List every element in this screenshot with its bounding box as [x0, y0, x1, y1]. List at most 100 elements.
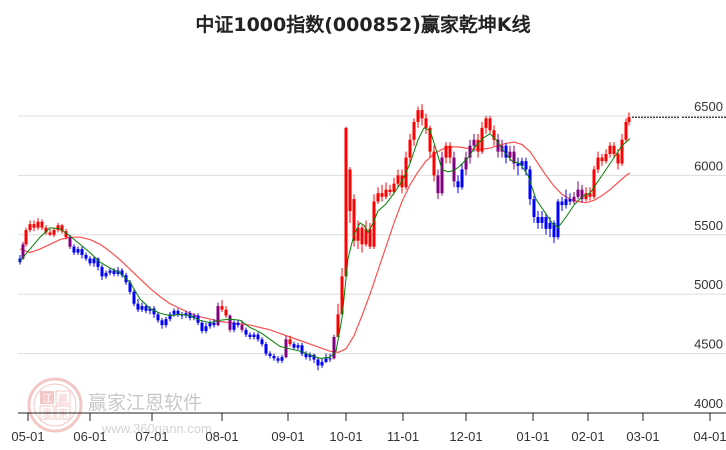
candle: [540, 211, 544, 229]
candle: [224, 306, 228, 318]
candle: [336, 303, 340, 337]
y-tick-label: 6500: [694, 99, 723, 114]
candle: [424, 113, 428, 134]
candle: [272, 353, 276, 361]
logo-char: 江: [42, 393, 52, 405]
watermark-url: www.360gann.com: [101, 421, 212, 436]
candle: [264, 341, 268, 356]
candle: [292, 341, 296, 351]
candle: [444, 142, 448, 164]
candle: [576, 181, 580, 200]
candle: [40, 219, 44, 231]
candle: [56, 222, 60, 233]
candle: [176, 308, 180, 317]
candle: [440, 151, 444, 196]
candle: [260, 336, 264, 347]
candle: [492, 125, 496, 146]
candle: [296, 342, 300, 351]
candle: [436, 169, 440, 200]
candle: [344, 126, 348, 277]
candle: [564, 189, 568, 209]
candle: [64, 228, 68, 240]
candle: [320, 358, 324, 368]
candle: [180, 312, 184, 320]
candle: [600, 154, 604, 166]
y-tick-label: 5000: [694, 277, 723, 292]
x-tick-label: 04-01: [693, 429, 726, 444]
candle: [280, 354, 284, 364]
candle: [448, 142, 452, 164]
candle: [560, 196, 564, 212]
candle: [376, 187, 380, 204]
candle: [460, 163, 464, 190]
candle: [120, 268, 124, 278]
candle: [52, 227, 56, 238]
candle: [512, 145, 516, 170]
candle: [516, 157, 520, 176]
x-tick-label: 05-01: [11, 429, 44, 444]
gridlines: [18, 115, 726, 355]
candle: [248, 332, 252, 340]
logo-char: 赢: [58, 392, 68, 405]
x-tick-label: 08-01: [205, 429, 238, 444]
candle: [156, 312, 160, 323]
candle: [228, 314, 232, 333]
candle: [352, 194, 356, 247]
candle: [232, 320, 236, 333]
candle: [288, 335, 292, 347]
candle: [300, 342, 304, 356]
candle: [200, 320, 204, 334]
candle: [627, 112, 631, 126]
candle: [476, 133, 480, 158]
candle: [60, 224, 64, 234]
candle: [256, 332, 260, 342]
candle: [308, 352, 312, 361]
candle: [184, 310, 188, 318]
x-tick-label: 06-01: [73, 429, 106, 444]
candle: [396, 169, 400, 188]
x-tick-label: 03-01: [626, 429, 659, 444]
x-tick-label: 11-01: [387, 429, 419, 444]
y-tick-label: 6000: [694, 158, 723, 173]
candle: [384, 182, 388, 200]
candle: [76, 246, 80, 255]
x-tick-label: 01-01: [516, 429, 549, 444]
candle: [108, 268, 112, 276]
candle: [536, 211, 540, 229]
candle: [364, 220, 368, 247]
x-tick-label: 02-01: [571, 429, 604, 444]
ma-short-line: [19, 127, 631, 359]
candle: [620, 133, 624, 166]
logo-char: 恩: [42, 408, 52, 420]
candle: [580, 184, 584, 203]
candle: [192, 313, 196, 321]
candle: [532, 195, 536, 223]
candle: [412, 118, 416, 146]
candle: [216, 302, 220, 327]
candle: [616, 149, 620, 170]
candle: [24, 227, 28, 247]
candle: [388, 184, 392, 196]
candle: [488, 116, 492, 134]
candle: [136, 298, 140, 313]
candle: [520, 157, 524, 170]
candle: [148, 306, 152, 315]
watermark: 江 赢 恩 家 赢家江恩软件 www.360gann.com: [27, 377, 212, 436]
x-tick-label: 09-01: [271, 429, 304, 444]
candle: [604, 149, 608, 164]
y-tick-label: 4500: [694, 337, 723, 352]
candle: [612, 142, 616, 158]
candles: [18, 104, 631, 371]
candle: [268, 351, 272, 359]
candle: [212, 319, 216, 328]
candle: [104, 270, 108, 279]
candle: [408, 133, 412, 164]
candle: [36, 218, 40, 231]
ma-long-line: [19, 141, 631, 353]
candle: [468, 139, 472, 164]
candle: [100, 264, 104, 280]
watermark-logo-icon: 江 赢 恩 家: [27, 377, 83, 433]
candle: [392, 177, 396, 195]
candle: [348, 167, 352, 223]
